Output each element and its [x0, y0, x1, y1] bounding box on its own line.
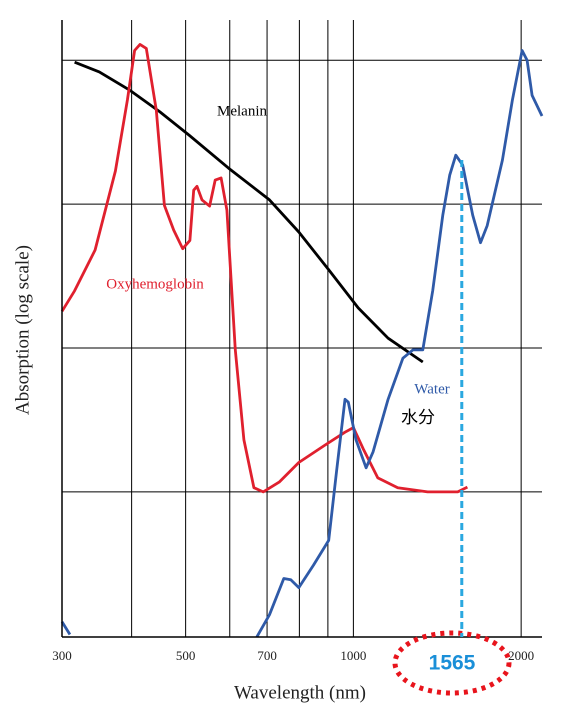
series-line [60, 43, 469, 494]
highlight-ellipse [392, 630, 512, 696]
series-line [60, 49, 544, 638]
highlight-label: 1565 [429, 652, 476, 675]
curves [60, 43, 544, 638]
x-tick-label: 1000 [340, 648, 366, 663]
oxyhemoglobin-label: Oxyhemoglobin [106, 276, 204, 292]
x-tick-label: 700 [257, 648, 277, 663]
melanin-label: Melanin [217, 103, 267, 119]
series-line [74, 60, 424, 364]
annotation: 水分 [401, 408, 435, 428]
x-tick-label: 300 [52, 648, 72, 663]
y-axis-label: Absorption (log scale) [12, 245, 33, 415]
grid [62, 20, 542, 637]
water-label: Water [414, 381, 449, 397]
x-tick-label: 500 [176, 648, 196, 663]
x-axis-label: Wavelength (nm) [234, 682, 366, 703]
x-tick-label: 2000 [508, 648, 534, 663]
